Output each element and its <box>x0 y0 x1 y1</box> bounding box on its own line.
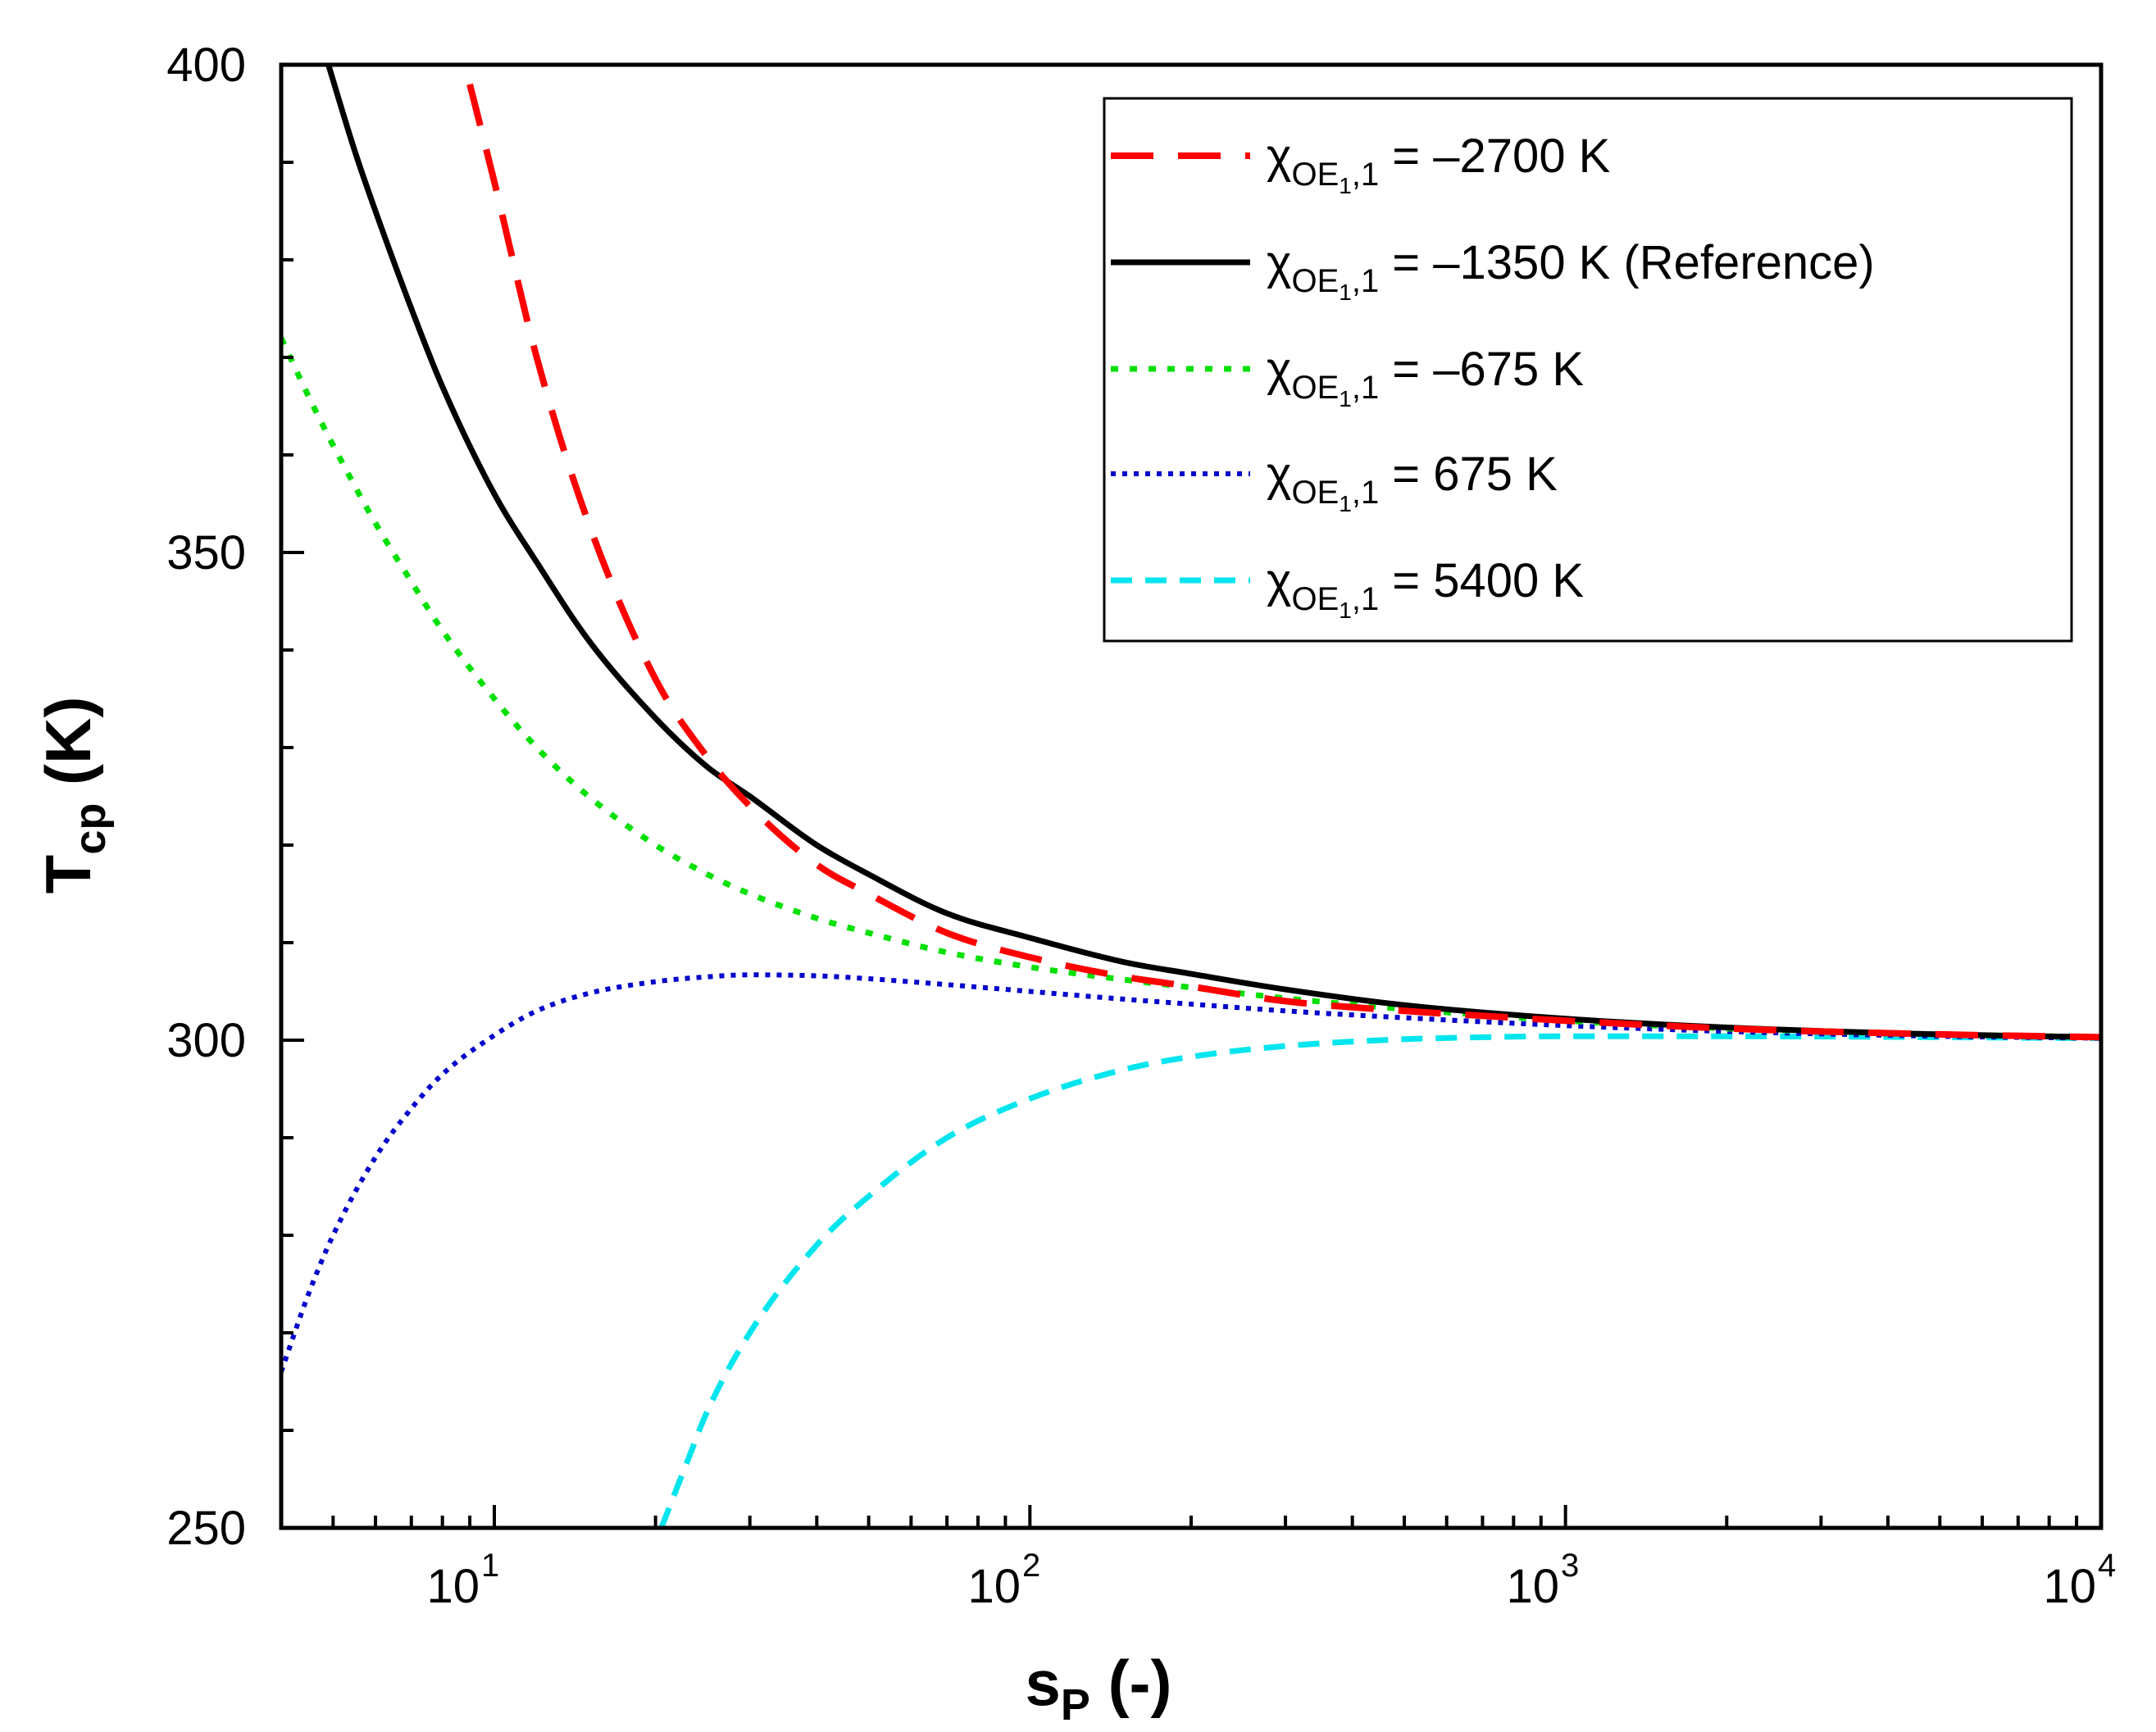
legend-sub-main: OE <box>1291 370 1339 406</box>
x-tick-label-10-4: 10 4 <box>2043 1548 2116 1613</box>
y-axis-title: Tcp (K) <box>32 697 115 894</box>
legend-sub-tail: ,1 <box>1352 157 1379 193</box>
legend-sub-tail: ,1 <box>1352 475 1379 511</box>
series-line-1 <box>325 65 2101 1040</box>
legend-label-2: χOE1,1 = –675 K <box>1267 343 1584 411</box>
legend-sub-main: OE <box>1291 581 1339 617</box>
x-axis-title: sP (-) <box>1025 1647 1171 1730</box>
legend-label-3: χOE1,1 = 675 K <box>1267 448 1558 516</box>
y-axis-title-suffix: (K) <box>32 697 104 803</box>
y-tick-label-400: 400 <box>166 39 246 92</box>
legend-symbol: χ <box>1267 130 1291 183</box>
x-tick-exp: 2 <box>1022 1548 1040 1584</box>
x-tick-base: 10 <box>967 1560 1021 1613</box>
legend-value: = 5400 K <box>1379 554 1584 607</box>
series-line-3 <box>281 972 2101 1373</box>
y-tick-label-300: 300 <box>166 1014 246 1067</box>
legend-symbol: χ <box>1267 343 1291 396</box>
x-axis-title-suffix: (-) <box>1090 1647 1172 1719</box>
legend-sub-sub: 1 <box>1339 173 1352 198</box>
x-axis-title-sub: P <box>1061 1680 1090 1730</box>
legend-sub-sub: 1 <box>1339 386 1352 411</box>
legend-sub-sub: 1 <box>1339 491 1352 516</box>
legend-sub-sub: 1 <box>1339 280 1352 305</box>
legend-sub-main: OE <box>1291 263 1339 299</box>
legend-label-4: χOE1,1 = 5400 K <box>1267 554 1584 623</box>
legend-sub-tail: ,1 <box>1352 370 1379 406</box>
x-tick-exp: 3 <box>1561 1548 1579 1584</box>
legend: χOE1,1 = –2700 K χOE1,1 = –1350 K (Refer… <box>1103 97 2073 643</box>
x-tick-exp: 4 <box>2098 1548 2116 1584</box>
ticks-group <box>280 63 2103 1530</box>
legend-value: = –1350 K (Reference) <box>1379 236 1875 289</box>
y-axis-title-main: T <box>32 855 104 894</box>
x-tick-label-10-1: 10 1 <box>426 1548 499 1613</box>
legend-symbol: χ <box>1267 236 1291 289</box>
y-axis-title-sub: cp <box>66 803 115 855</box>
x-tick-base: 10 <box>1506 1560 1559 1613</box>
legend-sub-main: OE <box>1291 475 1339 511</box>
legend-box <box>1103 97 2073 643</box>
series-group <box>281 65 2101 1528</box>
legend-label-0: χOE1,1 = –2700 K <box>1267 130 1611 198</box>
legend-value: = –675 K <box>1379 343 1584 396</box>
legend-sub-tail: ,1 <box>1352 581 1379 617</box>
series-line-4 <box>658 1033 2101 1528</box>
legend-symbol: χ <box>1267 554 1291 607</box>
x-tick-label-10-2: 10 2 <box>967 1548 1040 1613</box>
y-tick-label-250: 250 <box>166 1502 246 1555</box>
legend-value: = –2700 K <box>1379 130 1610 183</box>
series-line-2 <box>281 336 2101 1040</box>
legend-symbol: χ <box>1267 448 1291 501</box>
x-tick-exp: 1 <box>481 1548 499 1584</box>
y-tick-label-350: 350 <box>166 526 246 580</box>
legend-label-1: χOE1,1 = –1350 K (Reference) <box>1267 236 1875 305</box>
series-line-0 <box>466 83 2101 1041</box>
x-tick-base: 10 <box>426 1560 480 1613</box>
legend-sub-sub: 1 <box>1339 598 1352 623</box>
x-tick-label-10-3: 10 3 <box>1506 1548 1579 1613</box>
x-tick-base: 10 <box>2043 1560 2096 1613</box>
legend-value: = 675 K <box>1379 448 1558 501</box>
x-axis-title-main: s <box>1025 1647 1060 1719</box>
legend-sub-tail: ,1 <box>1352 263 1379 299</box>
legend-sub-main: OE <box>1291 157 1339 193</box>
